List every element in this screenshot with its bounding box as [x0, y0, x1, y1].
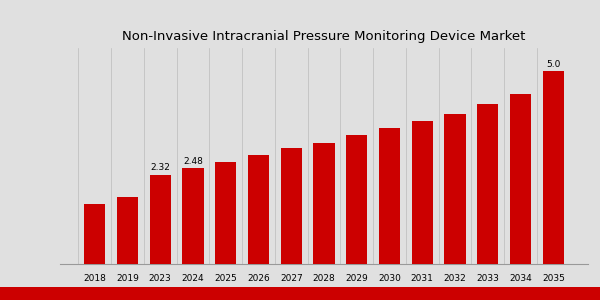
- Title: Non-Invasive Intracranial Pressure Monitoring Device Market: Non-Invasive Intracranial Pressure Monit…: [122, 30, 526, 43]
- Bar: [412, 121, 433, 264]
- Bar: [84, 204, 105, 264]
- Bar: [510, 94, 531, 264]
- Bar: [248, 155, 269, 264]
- Bar: [346, 135, 367, 264]
- Bar: [445, 114, 466, 264]
- Bar: [182, 168, 203, 264]
- Text: 2.32: 2.32: [150, 163, 170, 172]
- Bar: [477, 104, 499, 264]
- Bar: [215, 162, 236, 264]
- Bar: [543, 71, 564, 264]
- Bar: [379, 128, 400, 264]
- Bar: [313, 142, 335, 264]
- Bar: [149, 175, 171, 264]
- Text: 2.48: 2.48: [183, 157, 203, 166]
- Bar: [281, 148, 302, 264]
- Text: 5.0: 5.0: [546, 60, 560, 69]
- Bar: [117, 196, 138, 264]
